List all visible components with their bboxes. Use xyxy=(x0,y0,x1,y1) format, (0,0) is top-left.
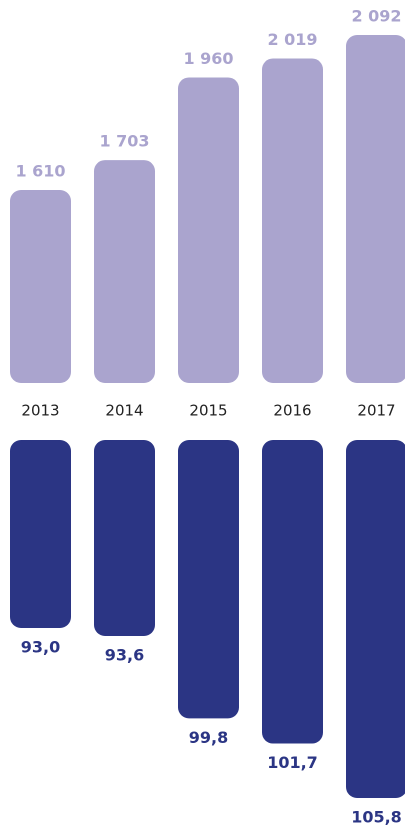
bar xyxy=(178,77,239,384)
bar xyxy=(10,190,71,383)
bar xyxy=(346,440,405,798)
value-label: 101,7 xyxy=(267,753,318,772)
bar xyxy=(178,440,239,719)
value-label: 1 610 xyxy=(15,162,65,181)
x-tick-label: 2014 xyxy=(105,402,143,420)
value-label: 93,0 xyxy=(21,638,60,657)
bar xyxy=(346,35,405,383)
value-label: 1 703 xyxy=(99,132,149,151)
value-label: 2 019 xyxy=(267,30,317,49)
value-label: 99,8 xyxy=(189,728,228,747)
value-label: 105,8 xyxy=(351,808,402,827)
bar xyxy=(94,440,155,636)
bar xyxy=(262,440,323,744)
x-tick-label: 2017 xyxy=(357,402,395,420)
value-label: 1 960 xyxy=(183,49,233,68)
bar xyxy=(10,440,71,628)
x-tick-label: 2016 xyxy=(273,402,311,420)
value-label: 2 092 xyxy=(351,7,401,26)
bar xyxy=(94,160,155,383)
value-label: 93,6 xyxy=(105,645,144,664)
bar xyxy=(262,58,323,384)
x-tick-label: 2013 xyxy=(21,402,59,420)
x-tick-label: 2015 xyxy=(189,402,227,420)
